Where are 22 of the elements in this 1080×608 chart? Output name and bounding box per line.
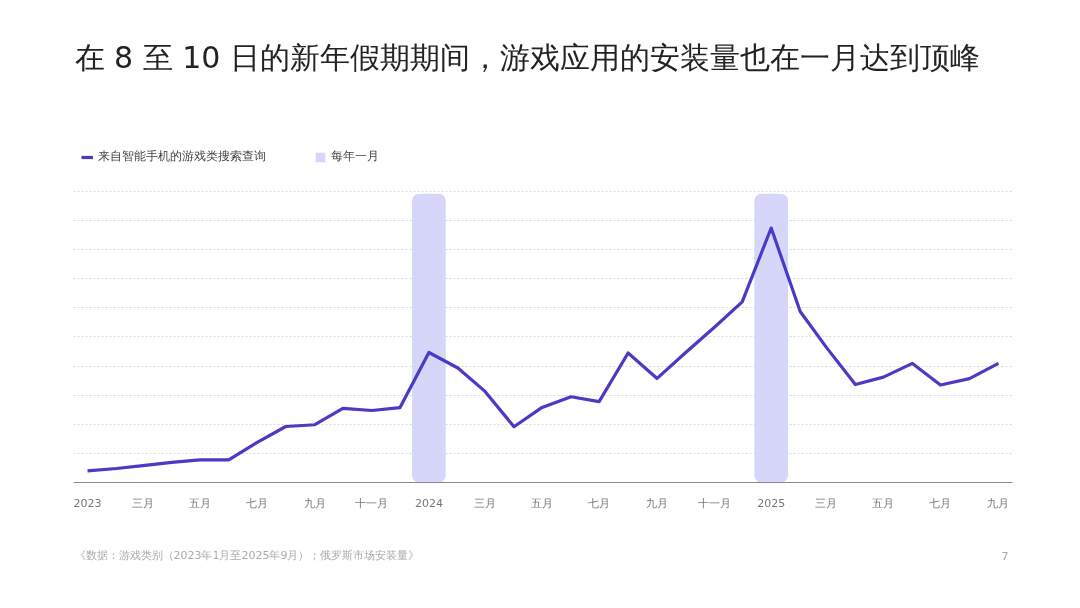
x-tick-label: 七月 bbox=[929, 496, 952, 510]
x-tick-label: 七月 bbox=[588, 496, 611, 510]
legend-label: 每年一月 bbox=[331, 148, 379, 165]
x-tick-label: 五月 bbox=[188, 496, 211, 510]
x-tick-label: 九月 bbox=[987, 496, 1010, 510]
x-tick-label: 五月 bbox=[872, 496, 895, 510]
x-tick-label: 三月 bbox=[131, 496, 154, 510]
x-tick-label: 五月 bbox=[531, 496, 554, 510]
x-tick-label: 2023 bbox=[73, 496, 102, 510]
x-tick-label: 七月 bbox=[245, 496, 268, 510]
legend-label: 来自智能手机的游戏类搜索查询 bbox=[98, 148, 266, 165]
x-tick-label: 三月 bbox=[474, 496, 497, 510]
x-tick-label: 2025 bbox=[757, 496, 786, 510]
x-tick-label: 十一月 bbox=[355, 496, 389, 510]
x-tick-label: 三月 bbox=[815, 496, 838, 510]
x-tick-label: 2024 bbox=[414, 496, 443, 510]
x-tick-label: 九月 bbox=[646, 496, 669, 510]
x-tick-label: 九月 bbox=[303, 496, 326, 510]
text: 7 bbox=[1001, 549, 1009, 563]
chart-title: 在 8 至 10 日的新年假期期间，游戏应用的安装量也在一月达到顶峰 bbox=[74, 40, 980, 75]
text: 《数据：游戏类别（2023年1月至2025年9月）；俄罗斯市场安装量》 bbox=[74, 549, 420, 562]
x-tick-label: 十一月 bbox=[697, 496, 731, 510]
